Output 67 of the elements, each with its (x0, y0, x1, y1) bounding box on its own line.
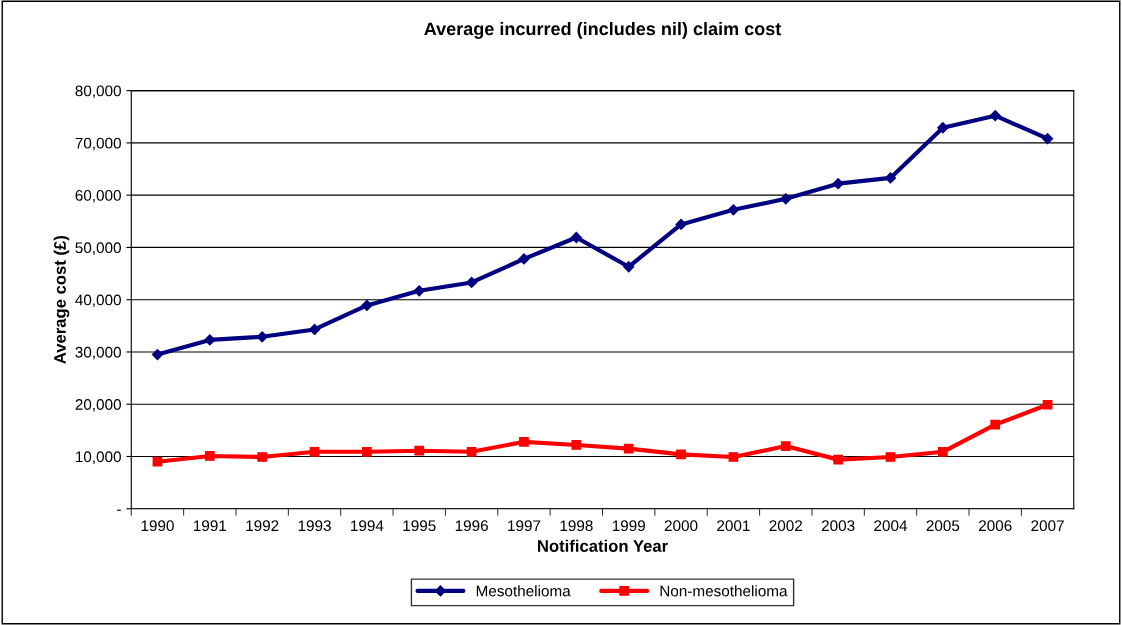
point (570, 231, 582, 244)
point (151, 348, 164, 361)
legend-label: Non-mesothelioma (660, 585, 788, 597)
point (885, 452, 896, 462)
point (832, 178, 844, 190)
point (728, 452, 739, 462)
x-tick-label: 1993 (298, 520, 331, 532)
x-tick-label: 1992 (246, 520, 279, 532)
point (466, 446, 477, 457)
x-tick-label: 1990 (141, 520, 174, 532)
legend-label: Mesothelioma (476, 585, 571, 597)
point (362, 446, 372, 457)
y-tick-label: 10,000 (75, 451, 121, 464)
point (309, 446, 320, 457)
x-tick-label: 2002 (769, 520, 802, 532)
point (937, 122, 949, 134)
point (884, 172, 897, 184)
point (1042, 399, 1053, 410)
point (937, 446, 948, 457)
point (466, 276, 478, 289)
point (152, 456, 163, 467)
point (257, 452, 268, 462)
point (990, 419, 1001, 430)
point (308, 323, 321, 336)
point (727, 204, 740, 216)
point (989, 110, 1001, 122)
point (676, 449, 686, 460)
y-tick-label: 40,000 (75, 294, 121, 308)
x-tick-label: 2006 (978, 520, 1012, 532)
x-tick-label: 2000 (664, 520, 698, 532)
y-tick-label: 50,000 (75, 242, 121, 255)
y-tick-label: 70,000 (75, 137, 121, 151)
x-tick-label: 2004 (874, 520, 908, 532)
point (780, 193, 792, 205)
point (204, 451, 215, 461)
x-tick-label: 1995 (403, 520, 436, 532)
x-tick-label: 1998 (560, 520, 593, 532)
point (675, 218, 687, 231)
y-tick-label: 20,000 (75, 399, 121, 412)
point (833, 454, 843, 465)
point (413, 285, 425, 297)
y-tick-label: - (117, 509, 121, 511)
x-tick-label: 2007 (1031, 520, 1064, 532)
x-axis-title: Notification Year (538, 539, 668, 552)
point (361, 299, 373, 312)
y-axis-title: Average cost (£) (53, 235, 70, 364)
point (518, 253, 530, 265)
x-tick-label: 1997 (508, 520, 541, 532)
point (623, 443, 634, 454)
x-tick-label: 1994 (351, 520, 384, 532)
x-tick-label: 1996 (455, 520, 488, 532)
point (780, 441, 791, 451)
x-tick-label: 2005 (926, 520, 960, 532)
chart-title: Average incurred (includes nil) claim cost (424, 21, 782, 39)
point (204, 334, 216, 346)
point (414, 445, 425, 456)
y-tick-label: 30,000 (75, 346, 121, 360)
x-tick-label: 2003 (821, 520, 855, 532)
y-tick-label: 80,000 (75, 85, 121, 99)
x-tick-label: 1991 (193, 520, 227, 532)
point (519, 436, 529, 447)
y-tick-label: 60,000 (75, 190, 121, 203)
x-tick-label: 2001 (717, 520, 750, 532)
x-tick-label: 1999 (612, 520, 645, 532)
point (571, 440, 582, 450)
point (623, 261, 635, 273)
point (1041, 133, 1054, 145)
